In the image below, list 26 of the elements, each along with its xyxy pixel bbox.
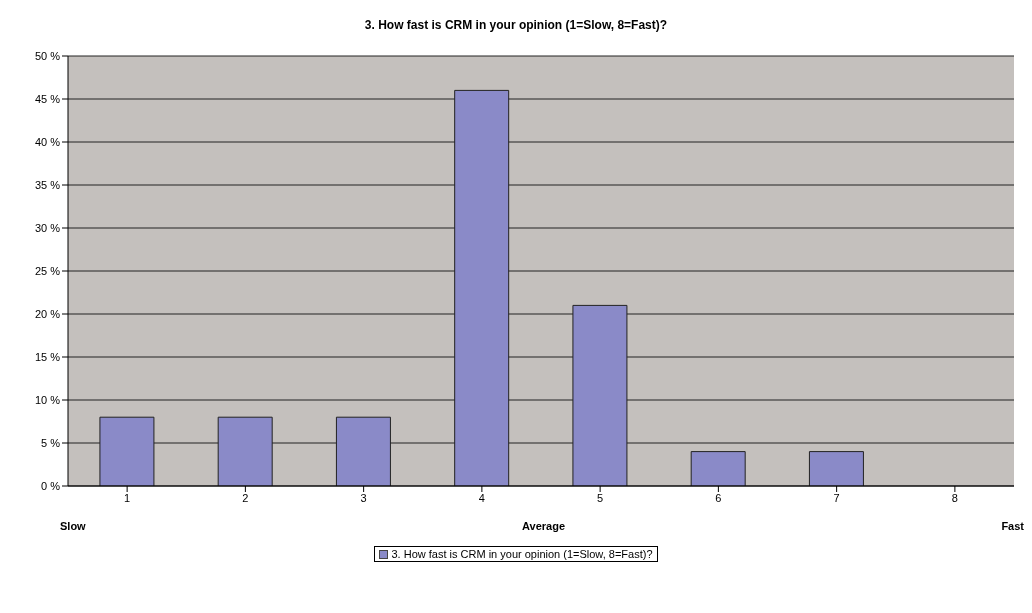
- x-tick-label: 6: [715, 491, 722, 504]
- y-tick-label: 40 %: [34, 135, 61, 148]
- legend-label: 3. How fast is CRM in your opinion (1=Slow, 8=Fast)?: [391, 548, 653, 560]
- y-tick-label: 15 %: [34, 350, 61, 363]
- x-tick-label: 7: [833, 491, 840, 504]
- x-tick-label: 8: [951, 491, 958, 504]
- y-tick-label: 50 %: [34, 49, 61, 62]
- x-tick-label: 5: [597, 491, 604, 504]
- chart-title: 3. How fast is CRM in your opinion (1=Slow, 8=Fast)?: [363, 18, 669, 32]
- y-tick-label: 20 %: [34, 307, 61, 320]
- y-tick-label: 10 %: [34, 393, 61, 406]
- x-tick-label: 1: [124, 491, 131, 504]
- y-tick-label: 45 %: [34, 92, 61, 105]
- x-tick-label: 2: [242, 491, 249, 504]
- x-tick-label: 4: [478, 491, 485, 504]
- text: Slow: [60, 520, 86, 532]
- x-tick-label: 3: [360, 491, 367, 504]
- y-tick-label: 0 %: [41, 479, 61, 492]
- bar: [690, 451, 746, 486]
- text: Fast: [1001, 520, 1024, 532]
- y-tick-label: 5 %: [41, 436, 61, 449]
- bar: [808, 451, 864, 486]
- text: Average: [522, 520, 566, 532]
- y-tick-label: 30 %: [34, 221, 61, 234]
- y-tick-label: 35 %: [34, 178, 61, 191]
- y-tick-label: 25 %: [34, 264, 61, 277]
